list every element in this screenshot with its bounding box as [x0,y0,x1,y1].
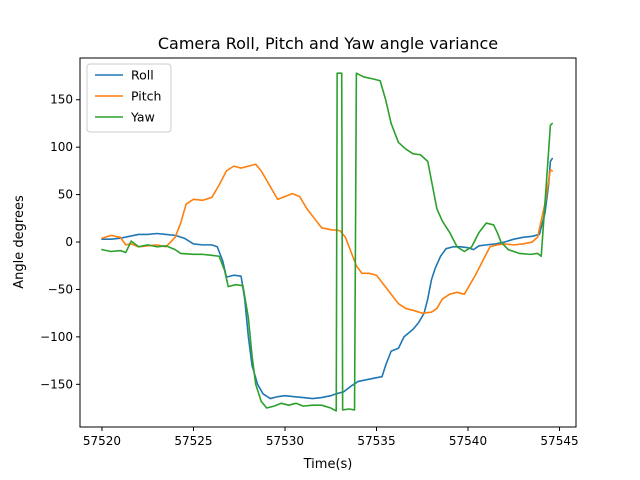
chart-title: Camera Roll, Pitch and Yaw angle varianc… [158,34,498,53]
legend-label-roll: Roll [131,68,154,83]
x-tick-label: 57540 [449,434,487,448]
legend-label-yaw: Yaw [130,110,155,125]
x-tick-label: 57525 [174,434,212,448]
series-line-pitch [101,163,554,314]
x-tick-label: 57520 [83,434,121,448]
x-axis-label: Time(s) [303,457,353,472]
plot-area: 57520 57525 57530 57535 57540 57545 −150−100−… [40,57,579,448]
y-axis-ticks: −150 −100 −50 0 50 100 150 [40,93,80,391]
y-tick-label: 0 [65,235,73,249]
x-tick-label: 57530 [266,434,304,448]
series-line-roll [101,157,554,400]
x-tick-label: 57545 [540,434,578,448]
legend: Roll Pitch Yaw [86,63,172,133]
y-tick-label: −150 [40,377,73,391]
series-line-yaw [101,72,554,412]
legend-label-pitch: Pitch [131,89,161,104]
y-tick-label: 150 [50,93,73,107]
x-axis-ticks: 57520 57525 57530 57535 57540 57545 [83,427,579,448]
y-tick-label: −100 [40,330,73,344]
y-tick-label: −50 [48,282,73,296]
y-axis-label: Angle degrees [12,195,27,289]
x-tick-label: 57535 [357,434,395,448]
legend-frame [86,63,172,133]
y-tick-label: 100 [50,140,73,154]
y-tick-label: 50 [58,188,73,202]
series-group [101,72,554,412]
